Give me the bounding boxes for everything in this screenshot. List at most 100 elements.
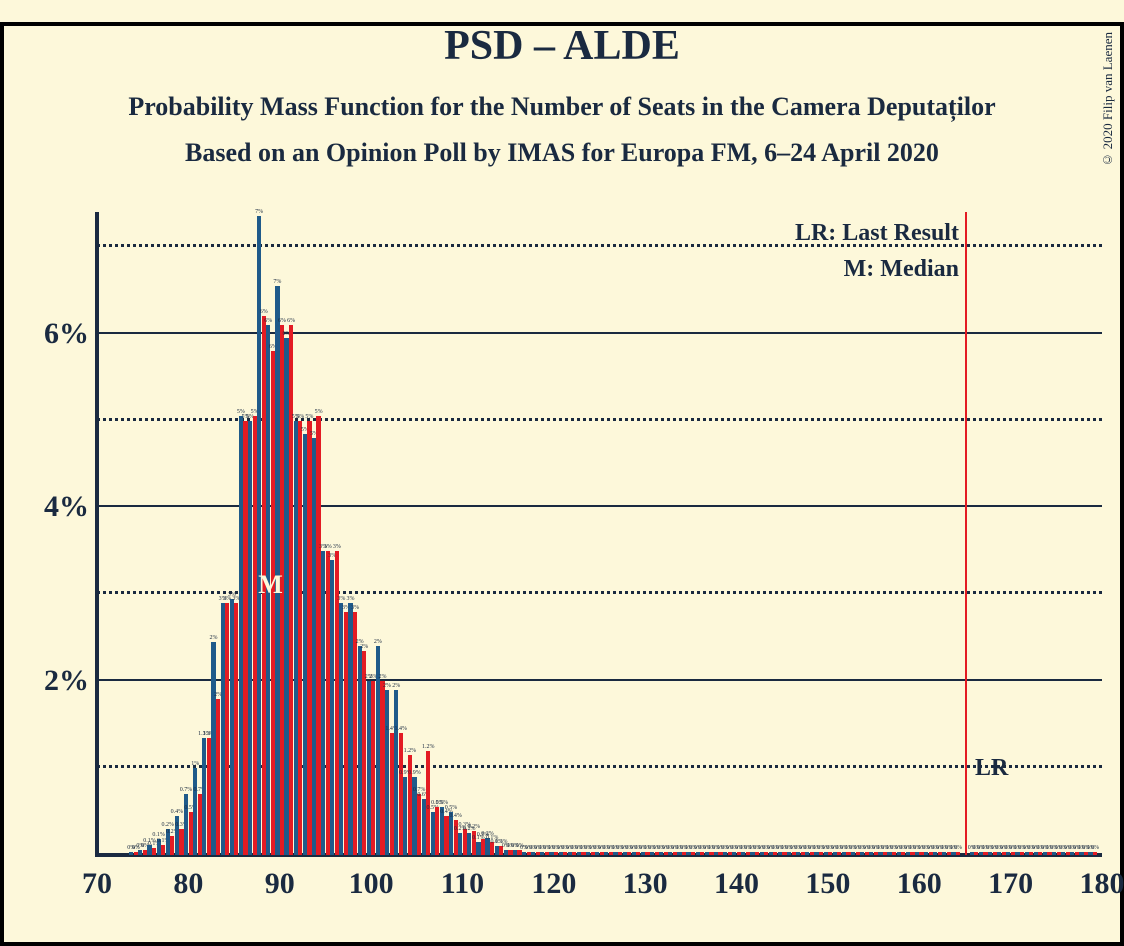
bar-blue: 5% bbox=[239, 416, 243, 855]
bar-blue: 0% bbox=[1079, 852, 1083, 855]
bar-blue: 0.6% bbox=[422, 799, 426, 855]
bar-blue: 0% bbox=[778, 852, 782, 855]
bar-red: 0% bbox=[636, 852, 640, 855]
bar-blue: 0% bbox=[750, 852, 754, 855]
x-axis-tick-label: 140 bbox=[714, 855, 759, 901]
bar-red: 0.5% bbox=[435, 807, 439, 855]
legend-last-result: LR: Last Result bbox=[795, 220, 959, 247]
bar-blue: 2% bbox=[367, 681, 371, 855]
bar-blue: 0% bbox=[997, 852, 1001, 855]
bar-blue: 0% bbox=[1088, 852, 1092, 855]
bar-blue: 0% bbox=[696, 852, 700, 855]
bar-blue: 0% bbox=[1025, 852, 1029, 855]
bar-blue: 0% bbox=[897, 852, 901, 855]
bar-red: 0% bbox=[938, 852, 942, 855]
bar-blue: 0.1% bbox=[476, 842, 480, 855]
x-axis-tick-label: 70 bbox=[82, 855, 112, 901]
bar-red: 0% bbox=[1002, 852, 1006, 855]
bar-value-label: 7% bbox=[255, 209, 263, 215]
bar-red: 0% bbox=[1038, 852, 1042, 855]
bar-blue: 3% bbox=[339, 603, 343, 855]
bar-value-label: 1% bbox=[191, 761, 199, 767]
bar-value-label: 7% bbox=[273, 279, 281, 285]
bar-value-label: 0% bbox=[1091, 845, 1099, 851]
last-result-line bbox=[965, 212, 967, 855]
bar-blue: 6% bbox=[284, 338, 288, 855]
bar-blue: 0% bbox=[632, 852, 636, 855]
bar-blue: 2% bbox=[211, 642, 215, 855]
bar-blue: 3% bbox=[221, 603, 225, 855]
bar-blue: 2% bbox=[385, 690, 389, 855]
bar-red: 0% bbox=[764, 852, 768, 855]
bar-red: 0% bbox=[600, 852, 604, 855]
bar-blue: 5% bbox=[303, 434, 307, 855]
bar-red: 0.7% bbox=[198, 794, 202, 855]
bar-blue: 3% bbox=[330, 560, 334, 855]
bar-blue: 0% bbox=[869, 852, 873, 855]
bar-blue: 0% bbox=[1061, 852, 1065, 855]
x-axis-tick-label: 110 bbox=[441, 855, 484, 901]
bar-blue: 0.7% bbox=[184, 794, 188, 855]
bar-blue: 0% bbox=[686, 852, 690, 855]
bar-value-label: 0.4% bbox=[171, 809, 184, 815]
bar-blue: 0% bbox=[951, 852, 955, 855]
gridline-major bbox=[97, 332, 1102, 334]
bar-blue: 0% bbox=[824, 852, 828, 855]
bar-blue: 1% bbox=[193, 768, 197, 855]
bar-blue: 0% bbox=[787, 852, 791, 855]
x-axis-tick-label: 170 bbox=[988, 855, 1033, 901]
bar-value-label: 2% bbox=[360, 644, 368, 650]
bar-value-label: 0.2% bbox=[162, 822, 175, 828]
bar-value-label: 3% bbox=[324, 544, 332, 550]
bar-value-label: 6% bbox=[287, 318, 295, 324]
bar-blue: 0.2% bbox=[467, 833, 471, 855]
bar-value-label: 6% bbox=[264, 318, 272, 324]
bar-red: 0% bbox=[865, 852, 869, 855]
bar-blue: 3% bbox=[230, 599, 234, 855]
bar-value-label: 0.9% bbox=[408, 770, 421, 776]
bar-red: 0% bbox=[901, 852, 905, 855]
y-axis-line bbox=[95, 212, 99, 857]
bar-blue: 0% bbox=[650, 852, 654, 855]
bar-blue: 0% bbox=[604, 852, 608, 855]
y-axis-tick-label: 2% bbox=[44, 664, 97, 698]
bar-red: 0% bbox=[700, 852, 704, 855]
x-axis-tick-label: 90 bbox=[265, 855, 295, 901]
bar-blue: 1.3% bbox=[202, 738, 206, 855]
x-axis-tick-label: 120 bbox=[531, 855, 576, 901]
bar-blue: 0% bbox=[1034, 852, 1038, 855]
bar-red: 0% bbox=[627, 852, 631, 855]
bar-red: 2% bbox=[362, 651, 366, 855]
bar-red: 3% bbox=[225, 603, 229, 855]
y-axis-tick-label: 6% bbox=[44, 317, 97, 351]
bar-blue: 0% bbox=[769, 852, 773, 855]
bar-blue: 0% bbox=[659, 852, 663, 855]
bar-red: 3% bbox=[234, 603, 238, 855]
bar-blue: 0% bbox=[595, 852, 599, 855]
bar-blue: 0.5% bbox=[431, 812, 435, 855]
bar-value-label: 3% bbox=[337, 596, 345, 602]
bar-blue: 0% bbox=[933, 852, 937, 855]
lr-label: LR bbox=[975, 755, 1008, 782]
chart-plot-area: 2%4%6%7080901001101201301401501601701800… bbox=[97, 212, 1102, 855]
bar-red: 0% bbox=[664, 852, 668, 855]
bar-red: 1.4% bbox=[399, 733, 403, 855]
bar-red: 0% bbox=[1029, 852, 1033, 855]
bar-blue: 0% bbox=[887, 852, 891, 855]
bar-blue: 0% bbox=[549, 852, 553, 855]
bar-blue: 2% bbox=[358, 646, 362, 855]
bar-blue: 0% bbox=[138, 850, 142, 855]
bar-blue: 3% bbox=[321, 551, 325, 855]
legend-median: M: Median bbox=[844, 256, 959, 283]
bar-red: 0% bbox=[828, 852, 832, 855]
bar-red: 0.1% bbox=[161, 845, 165, 855]
bar-red: 0% bbox=[837, 852, 841, 855]
bar-blue: 0% bbox=[805, 852, 809, 855]
x-axis-tick-label: 150 bbox=[805, 855, 850, 901]
bar-blue: 5% bbox=[312, 438, 316, 855]
bar-blue: 0% bbox=[796, 852, 800, 855]
bar-value-label: 2% bbox=[209, 635, 217, 641]
bar-value-label: 1.4% bbox=[395, 726, 408, 732]
bar-red: 0% bbox=[737, 852, 741, 855]
bar-value-label: 6% bbox=[260, 309, 268, 315]
